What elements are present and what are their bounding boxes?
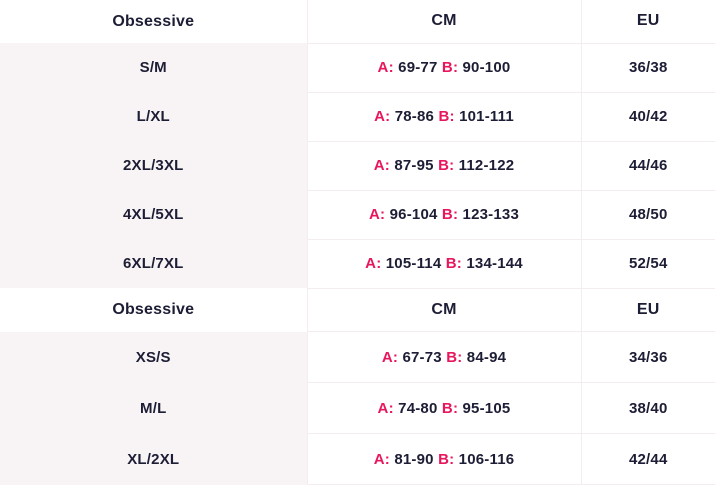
a-label: A:: [378, 400, 394, 417]
column-header-eu: EU: [581, 0, 715, 43]
size-table-upper: Obsessive CM EU S/M A: 69-77 B: 90-100 3…: [0, 0, 715, 289]
b-value: 123-133: [463, 206, 519, 223]
size-cell: 2XL/3XL: [0, 141, 307, 190]
cm-measurement-cell: A: 96-104 B: 123-133: [307, 190, 581, 239]
b-value: 112-122: [459, 157, 515, 174]
cm-measurement-cell: A: 67-73 B: 84-94: [307, 332, 581, 383]
table-header-row: Obsessive CM EU: [0, 0, 715, 43]
cm-measurement-cell: A: 74-80 B: 95-105: [307, 383, 581, 434]
cm-measurement-cell: A: 87-95 B: 112-122: [307, 141, 581, 190]
b-label: B:: [442, 400, 458, 417]
b-label: B:: [442, 206, 458, 223]
b-value: 84-94: [467, 349, 506, 366]
column-header-cm: CM: [307, 289, 581, 332]
table-row: M/L A: 74-80 B: 95-105 38/40: [0, 383, 715, 434]
a-value: 81-90: [394, 451, 433, 468]
a-value: 67-73: [402, 349, 441, 366]
table-row: L/XL A: 78-86 B: 101-111 40/42: [0, 92, 715, 141]
size-cell: M/L: [0, 383, 307, 434]
a-label: A:: [374, 451, 390, 468]
a-value: 96-104: [390, 206, 438, 223]
a-label: A:: [369, 206, 385, 223]
size-cell: 4XL/5XL: [0, 190, 307, 239]
a-label: A:: [365, 255, 381, 272]
size-cell: XS/S: [0, 332, 307, 383]
table-row: 6XL/7XL A: 105-114 B: 134-144 52/54: [0, 239, 715, 288]
eu-size-cell: 52/54: [581, 239, 715, 288]
a-value: 105-114: [386, 255, 442, 272]
column-header-brand: Obsessive: [0, 0, 307, 43]
b-label: B:: [442, 59, 458, 76]
eu-size-cell: 48/50: [581, 190, 715, 239]
size-cell: XL/2XL: [0, 434, 307, 485]
size-cell: S/M: [0, 43, 307, 92]
column-header-cm: CM: [307, 0, 581, 43]
b-value: 101-111: [459, 108, 514, 125]
b-value: 106-116: [459, 451, 515, 468]
eu-size-cell: 34/36: [581, 332, 715, 383]
eu-size-cell: 42/44: [581, 434, 715, 485]
cm-measurement-cell: A: 69-77 B: 90-100: [307, 43, 581, 92]
table-row: XL/2XL A: 81-90 B: 106-116 42/44: [0, 434, 715, 485]
table-row: 4XL/5XL A: 96-104 B: 123-133 48/50: [0, 190, 715, 239]
size-cell: L/XL: [0, 92, 307, 141]
eu-size-cell: 38/40: [581, 383, 715, 434]
b-value: 90-100: [463, 59, 511, 76]
a-label: A:: [374, 157, 390, 174]
cm-measurement-cell: A: 81-90 B: 106-116: [307, 434, 581, 485]
a-label: A:: [378, 59, 394, 76]
cm-measurement-cell: A: 78-86 B: 101-111: [307, 92, 581, 141]
a-label: A:: [374, 108, 390, 125]
size-table-lower: Obsessive CM EU XS/S A: 67-73 B: 84-94 3…: [0, 289, 715, 485]
column-header-eu: EU: [581, 289, 715, 332]
a-value: 87-95: [394, 157, 433, 174]
a-value: 74-80: [398, 400, 437, 417]
b-label: B:: [438, 108, 454, 125]
b-value: 134-144: [466, 255, 522, 272]
eu-size-cell: 44/46: [581, 141, 715, 190]
b-label: B:: [446, 349, 462, 366]
a-value: 69-77: [398, 59, 437, 76]
table-row: S/M A: 69-77 B: 90-100 36/38: [0, 43, 715, 92]
column-header-brand: Obsessive: [0, 289, 307, 332]
b-value: 95-105: [463, 400, 511, 417]
b-label: B:: [438, 451, 454, 468]
eu-size-cell: 40/42: [581, 92, 715, 141]
eu-size-cell: 36/38: [581, 43, 715, 92]
b-label: B:: [438, 157, 454, 174]
table-header-row: Obsessive CM EU: [0, 289, 715, 332]
b-label: B:: [446, 255, 462, 272]
size-cell: 6XL/7XL: [0, 239, 307, 288]
cm-measurement-cell: A: 105-114 B: 134-144: [307, 239, 581, 288]
a-value: 78-86: [395, 108, 434, 125]
table-row: XS/S A: 67-73 B: 84-94 34/36: [0, 332, 715, 383]
a-label: A:: [382, 349, 398, 366]
table-row: 2XL/3XL A: 87-95 B: 112-122 44/46: [0, 141, 715, 190]
